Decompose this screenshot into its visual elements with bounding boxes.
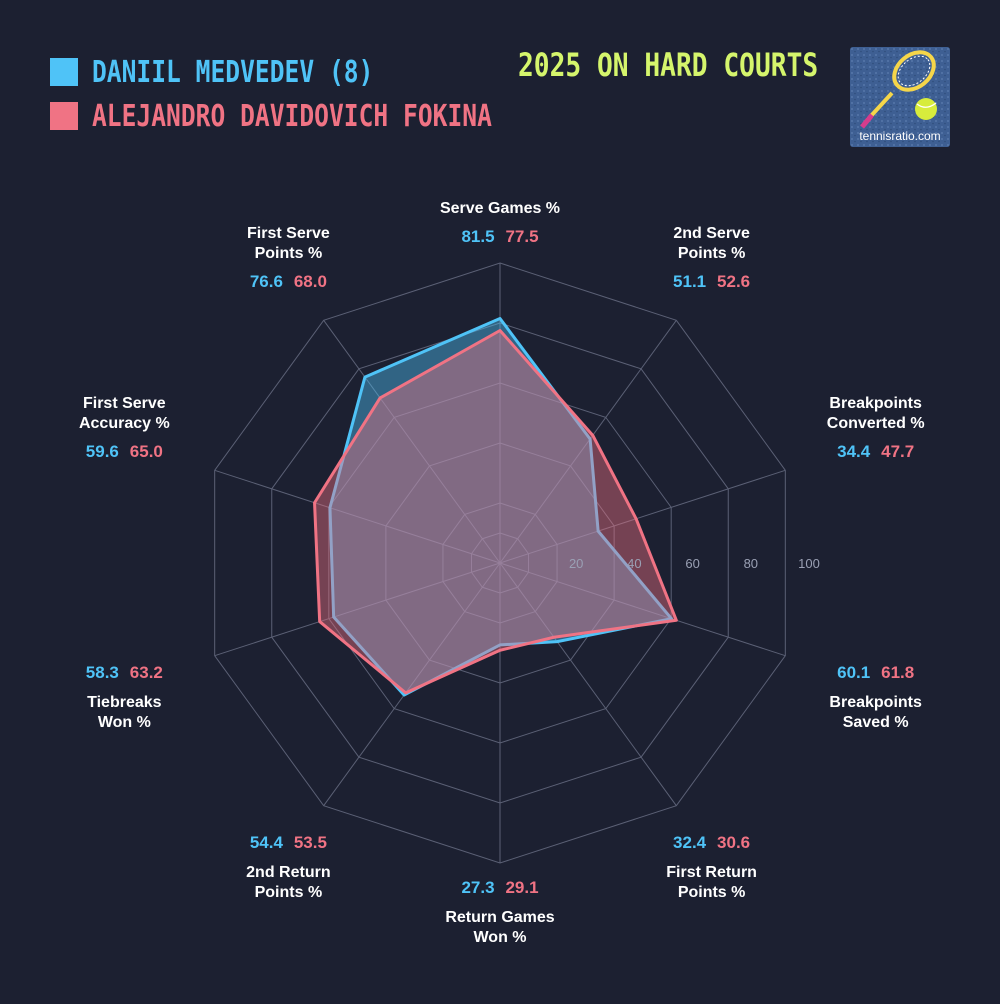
value-label-6-series-2: 53.5: [294, 833, 327, 852]
axis-label-8-line-1: Accuracy %: [79, 415, 170, 432]
axis-label-9-line-0: First Serve: [247, 225, 330, 242]
axis-label-9-line-1: Points %: [255, 245, 323, 262]
axis-label-8-line-0: First Serve: [83, 395, 166, 412]
axis-label-6-line-0: 2nd Return: [246, 864, 330, 881]
value-label-8-series-2: 65.0: [130, 442, 163, 461]
axis-label-6-line-1: Points %: [255, 884, 323, 901]
legend-item-player-2: ALEJANDRO DAVIDOVICH FOKINA: [50, 94, 580, 138]
value-label-8-series-1: 59.6: [86, 442, 119, 461]
tennisratio-logo: tennisratio.com: [850, 47, 950, 147]
axis-label-4-line-1: Points %: [678, 884, 746, 901]
tennis-racket-icon: [850, 47, 950, 147]
tick-label-100: 100: [798, 556, 820, 571]
value-label-6-series-1: 54.4: [250, 833, 284, 852]
value-label-5-series-1: 27.3: [461, 878, 494, 897]
grid-spoke-2: [499, 469, 786, 564]
axis-label-3-line-1: Saved %: [843, 714, 909, 731]
value-label-9-series-2: 68.0: [294, 272, 327, 291]
axis-label-7-line-1: Won %: [98, 714, 151, 731]
grid-spoke-9: [323, 320, 501, 564]
value-label-3-series-2: 61.8: [881, 663, 914, 682]
value-label-7-series-2: 63.2: [130, 663, 163, 682]
tick-label-60: 60: [685, 556, 699, 571]
axis-label-2-line-0: Breakpoints: [829, 395, 922, 412]
axis-label-1-line-0: 2nd Serve: [673, 225, 750, 242]
grid-spoke-7: [214, 562, 501, 657]
grid-spoke-6: [323, 562, 501, 806]
axis-label-5-line-0: Return Games: [445, 909, 554, 926]
value-label-0-series-1: 81.5: [461, 227, 494, 246]
value-label-1-series-1: 51.1: [673, 272, 706, 291]
grid-spoke-8: [214, 469, 501, 564]
axis-label-1-line-1: Points %: [678, 245, 746, 262]
value-label-4-series-2: 30.6: [717, 833, 750, 852]
value-label-3-series-1: 60.1: [837, 663, 870, 682]
value-label-2-series-2: 47.7: [881, 442, 914, 461]
logo-text: tennisratio.com: [859, 129, 941, 143]
legend-label-player-1: DANIIL MEDVEDEV (8): [92, 54, 374, 90]
legend-swatch-player-1: [50, 58, 78, 86]
legend-swatch-player-2: [50, 102, 78, 130]
legend: DANIIL MEDVEDEV (8) ALEJANDRO DAVIDOVICH…: [50, 50, 580, 138]
chart-subtitle: 2025 ON HARD COURTS: [518, 46, 819, 84]
value-label-1-series-2: 52.6: [717, 272, 750, 291]
grid-spoke-3: [499, 562, 786, 657]
legend-item-player-1: DANIIL MEDVEDEV (8): [50, 50, 580, 94]
tick-label-80: 80: [744, 556, 758, 571]
axis-label-7-line-0: Tiebreaks: [87, 694, 162, 711]
axis-label-4-line-0: First Return: [666, 864, 757, 881]
value-label-5-series-2: 29.1: [505, 878, 538, 897]
series-area-2: [313, 329, 678, 695]
axis-label-3-line-0: Breakpoints: [829, 694, 922, 711]
legend-label-player-2: ALEJANDRO DAVIDOVICH FOKINA: [92, 98, 492, 134]
value-label-7-series-1: 58.3: [86, 663, 119, 682]
grid-spoke-4: [499, 562, 677, 806]
tick-label-40: 40: [627, 556, 641, 571]
series-area-1: [328, 317, 673, 697]
tick-label-20: 20: [569, 556, 583, 571]
value-label-4-series-1: 32.4: [673, 833, 707, 852]
value-label-9-series-1: 76.6: [250, 272, 283, 291]
axis-label-5-line-1: Won %: [473, 929, 526, 946]
value-label-0-series-2: 77.5: [505, 227, 538, 246]
axis-label-0-line-0: Serve Games %: [440, 200, 560, 217]
value-label-2-series-1: 34.4: [837, 442, 871, 461]
axis-label-2-line-1: Converted %: [827, 415, 925, 432]
grid-spoke-1: [499, 320, 677, 564]
